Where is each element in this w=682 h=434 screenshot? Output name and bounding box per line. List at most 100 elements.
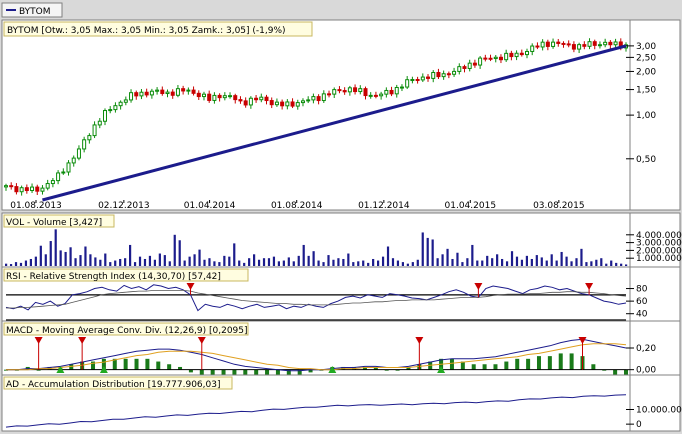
candle-body bbox=[155, 89, 160, 92]
volume-bar bbox=[426, 237, 429, 266]
volume-bar bbox=[114, 260, 117, 266]
price-x-tick-label: 03.08.2015 bbox=[533, 201, 585, 211]
volume-bar bbox=[34, 256, 37, 266]
macd-histogram-bar bbox=[373, 366, 378, 370]
candle-body bbox=[290, 101, 295, 107]
volume-bar bbox=[183, 260, 186, 266]
volume-bar bbox=[54, 229, 57, 266]
macd-histogram-bar bbox=[504, 361, 509, 370]
rsi-y-tick-label: 80 bbox=[636, 285, 648, 295]
macd-histogram-bar bbox=[569, 353, 574, 370]
volume-bar bbox=[555, 260, 558, 266]
volume-bar bbox=[287, 257, 290, 266]
macd-buy-marker bbox=[99, 366, 108, 373]
price-y-tick-label: 1,50 bbox=[636, 86, 656, 96]
price-panel-bg bbox=[1, 19, 631, 211]
rsi-title-box bbox=[3, 268, 249, 282]
macd-histogram-bar bbox=[178, 366, 183, 370]
rsi-panel-title: RSI - Relative Strength Index (14,30,70)… bbox=[6, 272, 221, 282]
candle-body bbox=[597, 44, 602, 47]
rsi-y-tick-label: 40 bbox=[636, 310, 648, 320]
rsi-panel-axis-bg bbox=[629, 266, 681, 322]
candle-body bbox=[144, 91, 149, 96]
candle-body bbox=[295, 102, 300, 107]
candle-body bbox=[35, 186, 40, 192]
ad-y-tick-label: 10.000.000 bbox=[636, 406, 682, 416]
candle-body bbox=[61, 171, 66, 174]
candle-body bbox=[129, 92, 134, 101]
volume-bar bbox=[24, 260, 28, 266]
volume-bar bbox=[14, 262, 18, 266]
candle-body bbox=[373, 94, 378, 97]
volume-bar bbox=[347, 253, 350, 266]
volume-bar bbox=[391, 258, 395, 266]
volume-bar bbox=[188, 256, 191, 266]
volume-bar bbox=[158, 253, 161, 266]
volume-bar bbox=[540, 257, 543, 266]
volume-bar bbox=[535, 255, 538, 266]
candle-body bbox=[45, 183, 50, 189]
candle-body bbox=[181, 88, 186, 92]
candle-body bbox=[123, 99, 128, 103]
candle-body bbox=[379, 93, 384, 97]
macd-histogram-bar bbox=[286, 369, 291, 378]
rsi-sell-marker bbox=[585, 283, 594, 290]
macd-title-box bbox=[3, 322, 249, 336]
volume-bar bbox=[580, 248, 583, 266]
volume-bar bbox=[381, 256, 385, 266]
candle-body bbox=[353, 87, 358, 93]
volume-bar bbox=[178, 240, 181, 266]
candle-body bbox=[519, 52, 524, 56]
macd-sell-marker bbox=[34, 337, 43, 344]
volume-bar bbox=[44, 254, 47, 266]
candle-body bbox=[14, 186, 19, 193]
macd-histogram-bar bbox=[123, 358, 128, 370]
macd-histogram-bar bbox=[624, 369, 628, 378]
volume-bar bbox=[253, 254, 256, 266]
volume-bar bbox=[148, 255, 152, 266]
volume-bar bbox=[168, 261, 171, 266]
ad-y-axis: 10.000.000 0 bbox=[626, 406, 682, 430]
candle-body bbox=[535, 45, 540, 48]
candle-body bbox=[165, 91, 170, 95]
volume-bar bbox=[218, 262, 221, 266]
macd-y-tick-label: 0,00 bbox=[636, 366, 656, 376]
volume-bar bbox=[89, 254, 92, 266]
candle-body bbox=[92, 124, 97, 137]
candle-body bbox=[170, 91, 175, 96]
volume-bar bbox=[491, 258, 494, 266]
ad-lines bbox=[5, 394, 627, 428]
macd-histogram-bar bbox=[613, 369, 618, 376]
macd-panel-title: MACD - Moving Average Conv. Div. (12,26,… bbox=[6, 326, 248, 336]
candle-body bbox=[300, 100, 305, 104]
macd-buy-marker bbox=[56, 366, 65, 373]
volume-bar bbox=[332, 259, 335, 266]
candle-body bbox=[285, 101, 290, 107]
candle-body bbox=[248, 97, 253, 106]
ad-panel: AD - Accumulation Distribution [19.777.9… bbox=[1, 374, 682, 432]
price-x-tick-label: 01.08.2013 bbox=[10, 201, 62, 211]
candle-body bbox=[160, 89, 165, 95]
volume-bar bbox=[198, 249, 201, 266]
macd-histogram-bar bbox=[167, 364, 172, 370]
candle-body bbox=[254, 97, 259, 101]
candle-body bbox=[207, 93, 212, 101]
candle-body bbox=[238, 99, 243, 102]
macd-histogram-bar bbox=[362, 366, 367, 370]
candle-body bbox=[525, 50, 530, 56]
volume-bar bbox=[267, 258, 271, 266]
candle-body bbox=[493, 56, 498, 60]
volume-bar bbox=[367, 262, 370, 266]
candle-body bbox=[530, 45, 535, 52]
rsi-y-tick-label: 60 bbox=[636, 297, 648, 307]
price-panel: BYTOM [Otw.: 3,05 Max.: 3,05 Min.: 3,05 … bbox=[1, 19, 681, 211]
candle-body bbox=[342, 90, 347, 93]
macd-histogram-bar bbox=[145, 358, 150, 370]
macd-signal-line bbox=[6, 343, 627, 371]
macd-histogram-bar bbox=[449, 358, 454, 370]
volume-bar bbox=[49, 241, 52, 266]
macd-sell-marker bbox=[415, 337, 424, 344]
candle-body bbox=[97, 120, 102, 126]
volume-bar bbox=[143, 258, 147, 266]
